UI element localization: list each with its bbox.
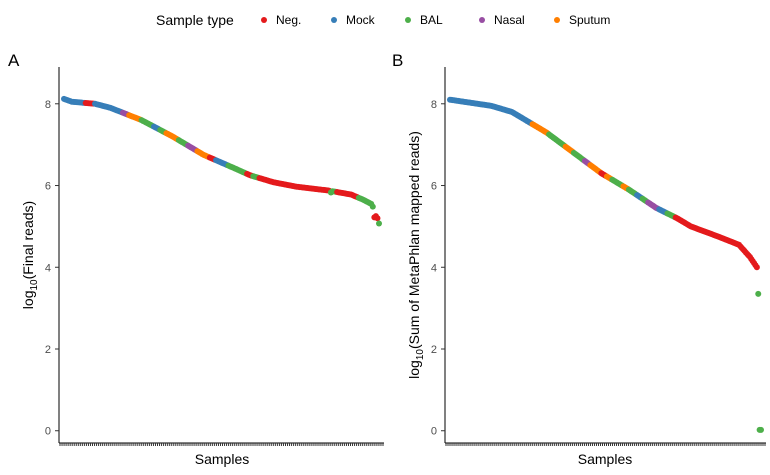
legend-items: Neg. Mock BAL Nasal Sputum (261, 13, 610, 27)
data-point (374, 215, 381, 222)
y-tick-label: 2 (431, 344, 437, 356)
panel-a-x-ticks (59, 443, 384, 446)
y-tick-label: 8 (431, 99, 437, 111)
panel-a-x-title: Samples (195, 451, 249, 467)
y-tick-label: 8 (45, 99, 51, 111)
data-point (376, 220, 382, 227)
panel-b-x-title: Samples (578, 451, 632, 467)
y-tick-label: 0 (431, 426, 437, 438)
panel-a-y-ticks: 0 2 4 6 8 (45, 99, 59, 438)
panel-b-y-title-sub: 10 (415, 349, 426, 361)
data-point (369, 203, 376, 210)
y-tick-label: 0 (45, 426, 51, 438)
panel-a-y-title: log10(Final reads) (20, 201, 40, 309)
data-point (758, 426, 764, 433)
y-tick-label: 6 (431, 181, 437, 193)
legend-title: Sample type (156, 12, 234, 28)
panel-b-y-title-main: log (406, 360, 422, 379)
panel-a-y-title-main: log (20, 291, 36, 310)
panel-b-points (447, 96, 764, 433)
data-point (753, 264, 760, 271)
legend-label-neg: Neg. (276, 13, 301, 27)
panel-a-y-title-sub: 10 (29, 279, 40, 291)
legend-key-nasal (479, 17, 485, 23)
legend-key-bal (405, 17, 411, 23)
y-tick-label: 6 (45, 181, 51, 193)
panel-b-y-title: log10(Sum of MetaPhlan mapped reads) (406, 131, 426, 379)
panel-a: A 0 2 4 6 8 Samples log10(Final reads) (8, 51, 384, 467)
y-tick-label: 4 (431, 262, 437, 274)
legend-label-sputum: Sputum (569, 13, 610, 27)
panel-b: B 0 2 4 6 8 Samples log10(Sum of MetaPhlan m… (392, 51, 766, 467)
y-tick-label: 2 (45, 344, 51, 356)
data-point (755, 290, 762, 297)
panel-a-y-title-rest: (Final reads) (20, 201, 36, 280)
legend-label-nasal: Nasal (494, 13, 525, 27)
panel-b-y-ticks: 0 2 4 6 8 (431, 99, 445, 438)
legend-label-bal: BAL (420, 13, 443, 27)
panel-a-tag: A (8, 51, 20, 70)
panel-a-points (61, 95, 382, 227)
y-tick-label: 4 (45, 262, 51, 274)
legend-key-sputum (554, 17, 560, 23)
legend: Sample type Neg. Mock BAL Nasal Sputum (156, 12, 610, 28)
legend-key-neg (261, 17, 267, 23)
legend-key-mock (331, 17, 337, 23)
legend-label-mock: Mock (346, 13, 376, 27)
panel-b-tag: B (392, 51, 403, 70)
panel-b-y-title-rest: (Sum of MetaPhlan mapped reads) (406, 131, 422, 349)
panel-b-x-ticks (445, 443, 766, 446)
